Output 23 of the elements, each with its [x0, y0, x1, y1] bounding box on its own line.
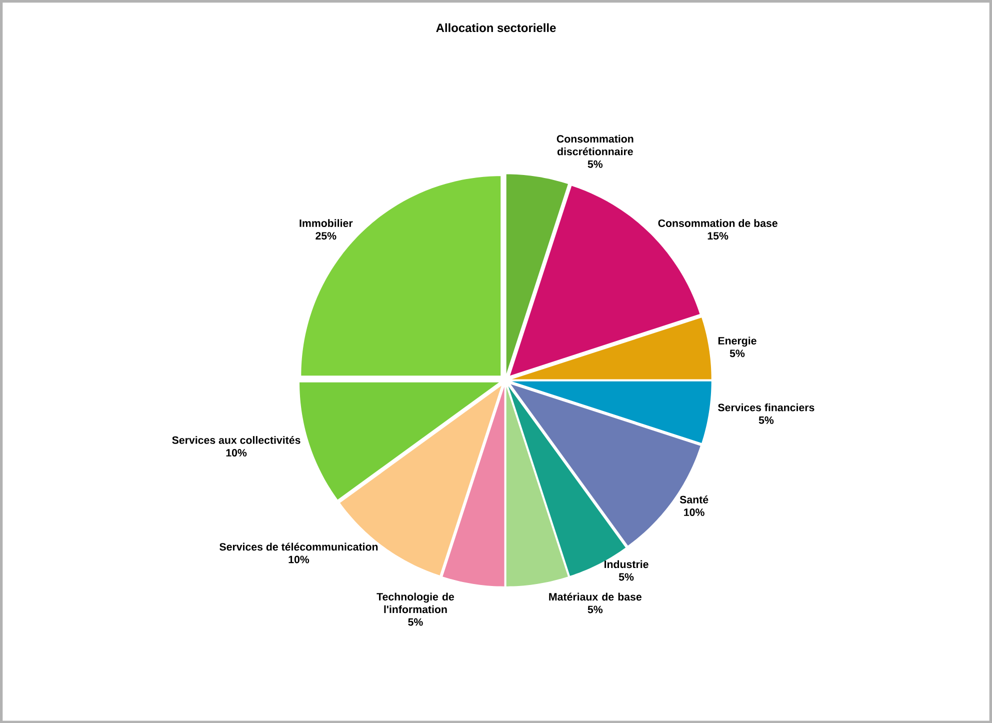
slice-label: Industrie — [604, 560, 648, 568]
slice-label: Services financiers — [718, 403, 814, 412]
data-label: 10% — [684, 508, 704, 516]
slice-label: Services de télécommunication — [220, 542, 378, 550]
slice-label: Santé — [680, 495, 708, 504]
slice-label: Services aux collectivités — [172, 436, 300, 444]
slice-label: Matériaux de base — [549, 592, 642, 600]
slice-label: Energie — [718, 336, 756, 346]
data-label: 5% — [730, 349, 745, 357]
data-label: 10% — [288, 556, 310, 564]
data-label: 10% — [226, 448, 247, 456]
slice-label: Consommation de base — [658, 218, 778, 227]
data-label: 5% — [588, 606, 603, 614]
data-label: 5% — [588, 160, 603, 168]
data-label: 5% — [758, 416, 774, 424]
data-label: 15% — [708, 232, 728, 240]
slice-label: Consommation discrétionnaire — [556, 134, 634, 156]
chart-title: Allocation sectorielle — [436, 23, 556, 32]
slice-label: Technologie de l'information — [376, 592, 454, 613]
data-label: 5% — [618, 573, 634, 581]
data-label: 25% — [316, 232, 336, 240]
slice-label: Immobilier — [300, 218, 353, 227]
data-label: 5% — [408, 618, 423, 626]
